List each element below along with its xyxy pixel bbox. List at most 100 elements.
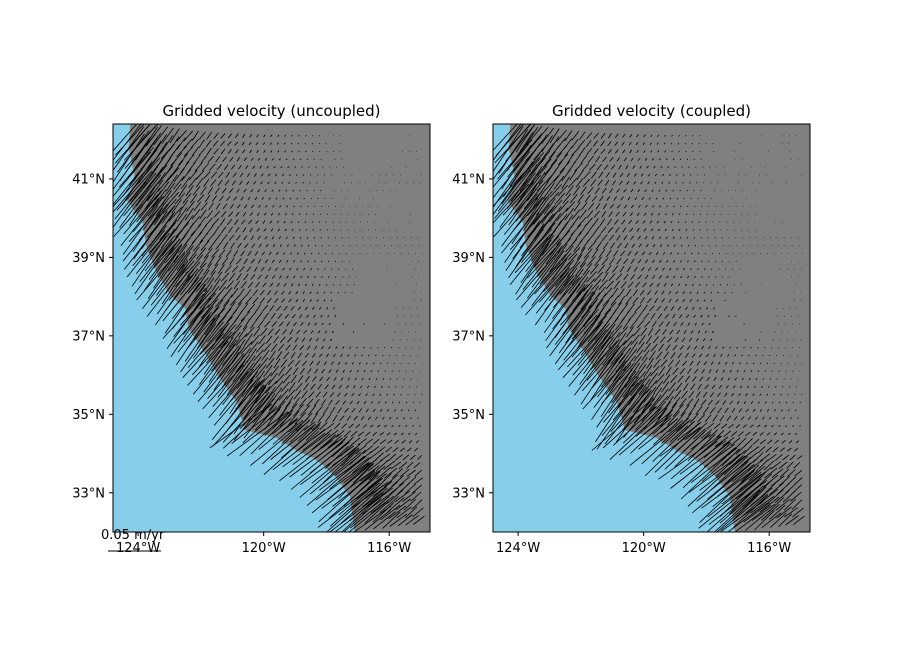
velocity-arrow bbox=[279, 244, 283, 247]
velocity-arrow bbox=[183, 146, 194, 157]
velocity-arrow bbox=[407, 409, 410, 412]
velocity-arrow bbox=[743, 445, 753, 455]
velocity-arrow bbox=[327, 314, 330, 318]
velocity-arrow bbox=[701, 276, 703, 278]
velocity-arrow bbox=[241, 219, 246, 225]
velocity-arrow bbox=[676, 252, 679, 255]
x-tick-label: 120°W bbox=[242, 541, 286, 556]
velocity-arrow bbox=[306, 189, 308, 192]
velocity-arrow bbox=[738, 437, 747, 446]
velocity-arrow bbox=[682, 360, 688, 366]
velocity-arrow bbox=[302, 291, 305, 295]
velocity-arrow bbox=[331, 252, 334, 255]
velocity-arrow bbox=[632, 296, 639, 305]
velocity-arrow bbox=[699, 434, 716, 450]
velocity-arrow bbox=[414, 447, 419, 452]
velocity-arrow bbox=[657, 401, 671, 420]
velocity-arrow bbox=[556, 207, 569, 221]
velocity-arrow bbox=[322, 338, 326, 342]
velocity-arrow bbox=[319, 434, 336, 450]
velocity-arrow bbox=[415, 440, 419, 444]
velocity-arrow bbox=[311, 376, 317, 382]
velocity-arrow bbox=[493, 183, 529, 224]
velocity-arrow bbox=[307, 405, 317, 416]
velocity-arrow bbox=[795, 284, 797, 286]
velocity-arrow bbox=[292, 344, 298, 351]
velocity-arrow bbox=[654, 181, 657, 185]
velocity-arrow bbox=[342, 323, 345, 326]
velocity-arrow bbox=[698, 307, 702, 310]
velocity-arrow bbox=[335, 346, 338, 350]
velocity-arrow bbox=[219, 373, 252, 416]
velocity-arrow bbox=[299, 260, 303, 263]
velocity-arrow bbox=[743, 346, 745, 349]
velocity-arrow bbox=[721, 448, 740, 467]
velocity-arrow bbox=[665, 344, 671, 351]
velocity-arrow bbox=[723, 455, 746, 475]
velocity-arrow bbox=[153, 126, 169, 145]
velocity-arrow bbox=[687, 205, 689, 208]
velocity-arrow bbox=[722, 400, 727, 405]
velocity-arrow bbox=[243, 273, 249, 281]
velocity-arrow bbox=[535, 181, 549, 201]
velocity-arrow bbox=[577, 194, 584, 203]
x-tick-label: 120°W bbox=[622, 541, 666, 556]
velocity-arrow bbox=[183, 130, 194, 141]
velocity-arrow bbox=[282, 197, 285, 200]
velocity-arrow bbox=[412, 507, 424, 518]
velocity-arrow bbox=[247, 251, 252, 256]
velocity-arrow bbox=[651, 274, 656, 280]
velocity-arrow bbox=[389, 513, 408, 527]
velocity-arrow bbox=[213, 351, 240, 391]
velocity-arrow bbox=[328, 369, 332, 374]
velocity-arrow bbox=[595, 241, 603, 250]
velocity-arrow bbox=[729, 369, 732, 373]
velocity-arrow bbox=[785, 515, 799, 526]
velocity-arrow bbox=[648, 350, 656, 361]
velocity-arrow bbox=[630, 274, 636, 280]
velocity-arrow bbox=[612, 265, 619, 273]
velocity-arrow bbox=[726, 415, 732, 421]
velocity-arrow bbox=[716, 392, 721, 397]
velocity-arrow bbox=[269, 305, 275, 312]
velocity-arrow bbox=[206, 270, 216, 284]
velocity-arrow bbox=[547, 191, 560, 206]
velocity-arrow bbox=[223, 164, 229, 171]
velocity-arrow bbox=[533, 203, 550, 225]
velocity-arrow bbox=[190, 224, 202, 236]
velocity-arrow bbox=[610, 242, 616, 249]
velocity-arrow bbox=[302, 360, 308, 366]
velocity-arrow bbox=[511, 200, 542, 245]
velocity-arrow bbox=[240, 281, 247, 289]
velocity-arrow bbox=[262, 220, 266, 224]
velocity-arrow bbox=[602, 403, 653, 449]
velocity-arrow bbox=[386, 393, 389, 396]
velocity-arrow bbox=[623, 258, 629, 264]
velocity-arrow bbox=[305, 427, 320, 441]
velocity-arrow bbox=[212, 390, 264, 447]
velocity-arrow bbox=[358, 362, 361, 365]
velocity-arrow bbox=[261, 393, 276, 412]
velocity-arrow bbox=[218, 195, 224, 202]
velocity-arrow bbox=[218, 171, 224, 179]
velocity-arrow bbox=[634, 304, 642, 313]
velocity-arrow bbox=[306, 440, 333, 460]
velocity-arrow bbox=[286, 205, 289, 208]
velocity-arrow bbox=[731, 268, 734, 270]
velocity-arrow bbox=[264, 416, 286, 436]
velocity-arrow bbox=[655, 267, 659, 271]
velocity-arrow bbox=[354, 354, 357, 357]
velocity-arrow bbox=[652, 408, 668, 429]
velocity-arrow bbox=[678, 134, 680, 137]
velocity-arrow bbox=[180, 274, 197, 296]
velocity-arrow bbox=[552, 277, 580, 308]
velocity-arrow bbox=[550, 199, 563, 214]
velocity-arrow bbox=[326, 422, 335, 430]
velocity-arrow bbox=[603, 323, 616, 341]
velocity-arrow bbox=[251, 204, 255, 209]
velocity-arrow bbox=[631, 204, 635, 209]
velocity-arrow bbox=[328, 244, 330, 247]
velocity-arrow bbox=[274, 290, 278, 295]
velocity-arrow bbox=[317, 481, 378, 528]
velocity-arrow bbox=[674, 166, 677, 169]
